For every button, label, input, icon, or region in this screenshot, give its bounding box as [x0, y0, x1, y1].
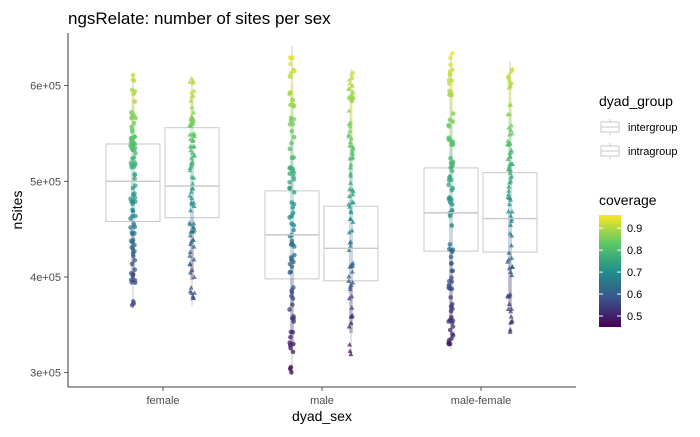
data-point — [187, 288, 193, 294]
point-density-strip — [449, 81, 453, 321]
point-density-strip — [290, 82, 294, 347]
data-point — [346, 77, 352, 82]
data-point — [348, 351, 354, 357]
box-male-intergroup — [264, 46, 320, 376]
data-point — [288, 364, 294, 370]
box-points — [346, 69, 356, 357]
y-tick-label: 3e+05 — [30, 368, 61, 380]
box-points — [187, 75, 197, 301]
box-points — [446, 50, 456, 347]
x-tick-label: male — [310, 395, 334, 407]
data-point — [289, 370, 294, 375]
box-male-intragroup — [323, 69, 379, 357]
data-point — [288, 70, 294, 76]
data-point — [448, 62, 453, 68]
data-point — [507, 84, 513, 89]
data-point — [131, 78, 137, 83]
data-point — [450, 50, 455, 56]
data-point — [446, 319, 451, 324]
data-point — [191, 290, 197, 295]
plot-area — [105, 46, 538, 376]
y-tick-label: 6e+05 — [30, 81, 61, 93]
colorbar-tick-label: 0.7 — [627, 267, 642, 279]
data-point — [347, 86, 353, 91]
data-point — [129, 302, 135, 308]
data-point — [289, 56, 295, 61]
y-axis-title: nSites — [9, 191, 25, 230]
data-point — [349, 98, 355, 104]
box-male-female-intragroup — [482, 61, 538, 334]
data-point — [447, 327, 453, 333]
data-point — [349, 93, 355, 98]
box-points — [505, 66, 515, 334]
box-female-intragroup — [164, 75, 220, 307]
group-legend-title: dyad_group — [599, 93, 673, 109]
box-male-female-intergroup — [423, 50, 479, 350]
color-legend-title: coverage — [599, 192, 657, 208]
box-points — [128, 72, 138, 308]
data-point — [347, 81, 353, 86]
data-point — [349, 74, 355, 79]
data-point — [450, 331, 455, 337]
data-point — [346, 94, 352, 100]
data-point — [288, 74, 293, 80]
x-tick-label: female — [146, 395, 179, 407]
colorbar-tick-label: 0.5 — [627, 311, 642, 323]
colorbar-tick-label: 0.9 — [627, 223, 642, 235]
data-point — [130, 72, 136, 78]
colorbar-tick-label: 0.6 — [627, 289, 642, 301]
y-axis-ticks: 3e+05 4e+05 5e+05 6e+05 — [30, 81, 68, 380]
data-point — [507, 80, 513, 85]
data-point — [507, 329, 513, 334]
data-point — [188, 285, 194, 290]
legend-key-intragroup: intragroup — [599, 142, 678, 160]
data-point — [508, 308, 514, 314]
data-point — [508, 69, 514, 75]
colorbar — [599, 215, 621, 327]
box-points — [287, 55, 297, 375]
data-point — [287, 61, 293, 67]
data-point — [446, 340, 452, 345]
data-point — [347, 342, 353, 347]
data-point — [507, 327, 513, 332]
data-point — [349, 83, 355, 88]
data-point — [447, 69, 453, 74]
data-point — [350, 89, 356, 94]
data-point — [189, 75, 195, 81]
x-axis-title: dyad_sex — [292, 408, 352, 424]
point-density-strip — [190, 89, 194, 280]
data-point — [450, 324, 456, 329]
data-point — [509, 318, 515, 323]
data-point — [506, 73, 512, 79]
point-density-strip — [349, 103, 353, 334]
chart-title: ngsRelate: number of sites per sex — [68, 9, 331, 28]
colorbar-tick-label: 0.8 — [627, 245, 642, 257]
legend: dyad_group coverage intergroup intragroup… — [599, 93, 678, 327]
legend-key-intergroup: intergroup — [599, 118, 678, 136]
data-point — [191, 295, 197, 300]
y-tick-label: 5e+05 — [30, 176, 61, 188]
data-point — [508, 314, 514, 319]
data-point — [129, 87, 135, 93]
point-density-strip — [131, 91, 135, 283]
legend-label-intragroup: intragroup — [628, 146, 678, 158]
box-female-intergroup — [105, 72, 161, 309]
y-tick-label: 4e+05 — [30, 272, 61, 284]
data-point — [509, 66, 515, 72]
point-density-strip — [508, 89, 512, 310]
x-axis-ticks: female male male-female — [146, 387, 511, 407]
data-point — [448, 55, 453, 61]
x-tick-label: male-female — [451, 395, 512, 407]
data-point — [349, 71, 355, 77]
data-point — [290, 349, 296, 355]
legend-label-intergroup: intergroup — [628, 122, 678, 134]
data-point — [187, 79, 193, 84]
data-point — [347, 348, 353, 353]
